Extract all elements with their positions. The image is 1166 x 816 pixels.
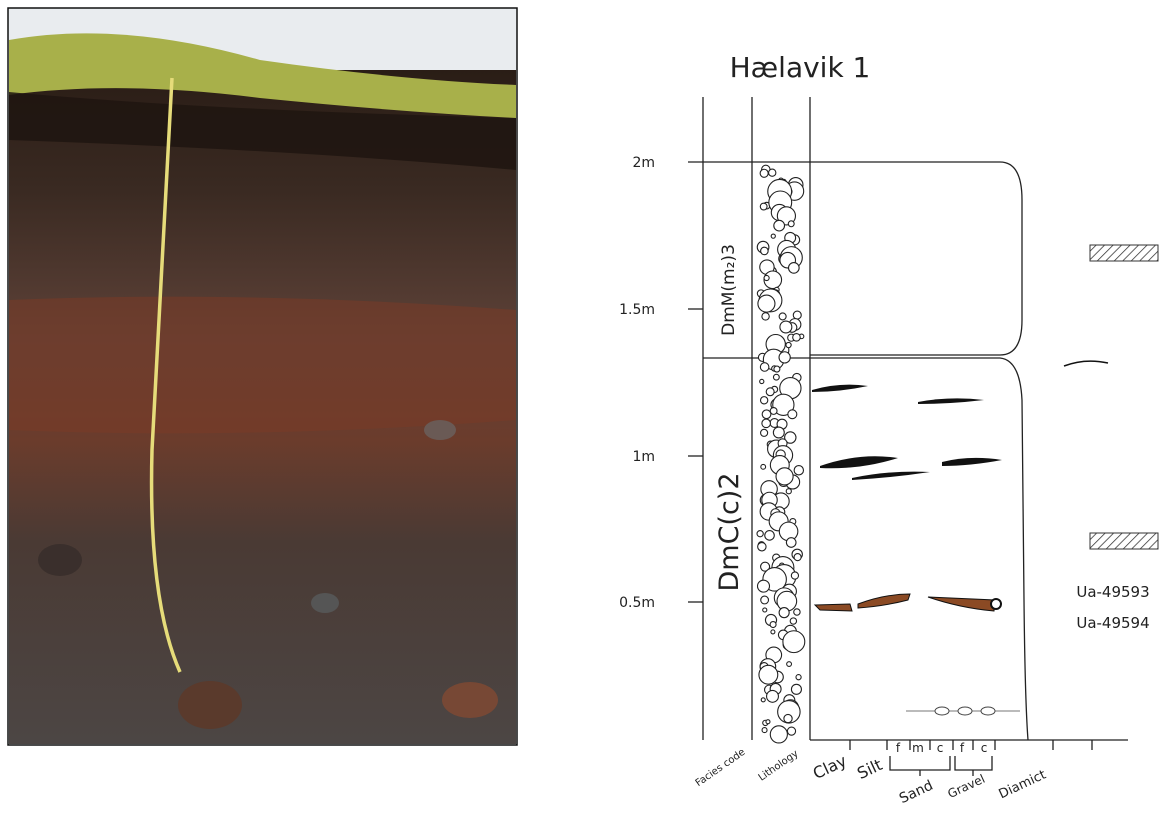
clast xyxy=(760,379,764,383)
clast xyxy=(759,665,778,684)
column-header: Lithology xyxy=(757,748,801,783)
size-class: f xyxy=(896,741,901,755)
clast xyxy=(779,352,790,363)
clast xyxy=(758,543,766,551)
clast xyxy=(769,169,776,176)
clast xyxy=(787,727,795,735)
sample-box xyxy=(1090,533,1158,549)
clast xyxy=(761,596,769,604)
facies-code: DmM(m₂)3 xyxy=(719,244,739,336)
clast xyxy=(761,397,768,404)
clast xyxy=(774,366,780,372)
clast xyxy=(790,618,796,624)
clast xyxy=(796,675,801,680)
clast xyxy=(779,608,789,618)
clast xyxy=(760,363,769,372)
size-class: f xyxy=(960,741,965,755)
lithology-clasts xyxy=(757,165,805,743)
clast xyxy=(773,427,784,438)
clast xyxy=(760,203,767,210)
photo xyxy=(8,8,517,745)
size-class: m xyxy=(912,741,924,755)
clast xyxy=(760,169,768,177)
sample-box xyxy=(1090,245,1158,261)
clast xyxy=(780,321,792,333)
clast xyxy=(770,726,787,743)
clast xyxy=(791,684,801,694)
depth-label: 1m xyxy=(632,449,655,465)
depth-label: 0.5m xyxy=(619,595,655,611)
column-header: Facies code xyxy=(694,747,748,789)
clast xyxy=(793,311,801,319)
clast xyxy=(788,263,799,274)
clast xyxy=(786,489,791,494)
clast xyxy=(791,572,798,579)
clast xyxy=(757,531,763,537)
sample-label: Ua-49593 xyxy=(1076,583,1149,601)
depth-label: 1.5m xyxy=(619,302,655,318)
grain-size: Diamict xyxy=(997,767,1049,802)
clast xyxy=(794,554,801,561)
clast xyxy=(787,662,792,667)
grain-size: Sand xyxy=(897,778,936,807)
clast xyxy=(763,608,767,612)
facies-code: DmC(c)2 xyxy=(714,472,745,591)
clast xyxy=(771,630,775,634)
clast xyxy=(766,388,774,396)
grain-size: Clay xyxy=(810,751,850,783)
log-frame xyxy=(688,97,1128,740)
clast xyxy=(765,531,775,541)
clast xyxy=(761,464,766,469)
size-class: c xyxy=(937,741,944,755)
clast xyxy=(767,690,779,702)
grain-size: Gravel xyxy=(945,772,987,801)
clast xyxy=(758,580,770,592)
clast xyxy=(762,410,771,419)
clast xyxy=(788,221,794,227)
clast xyxy=(784,714,792,722)
log-title: Hælavik 1 xyxy=(730,51,871,84)
clast xyxy=(761,429,768,436)
clast xyxy=(779,313,786,320)
clast xyxy=(766,720,770,724)
clast xyxy=(770,622,776,628)
depth-label: 2m xyxy=(632,155,655,171)
bottom-axis xyxy=(850,740,1092,776)
clast xyxy=(786,538,796,548)
clast xyxy=(774,220,785,231)
clast xyxy=(764,275,769,280)
grain-size: Silt xyxy=(854,755,885,783)
clast xyxy=(793,334,801,342)
clast xyxy=(758,295,775,312)
lenses xyxy=(812,361,1108,715)
clast xyxy=(762,419,771,428)
figure: Hælavik 1 2m 1.5m 1m 0.5m DmM(m₂)3 DmC(c)2 Fac… xyxy=(0,0,1166,816)
clast xyxy=(794,466,803,475)
clast xyxy=(761,698,765,702)
clast xyxy=(788,410,797,419)
sample-label: Ua-49594 xyxy=(1076,614,1149,632)
clast xyxy=(776,468,793,485)
clast xyxy=(786,342,791,347)
clast xyxy=(762,313,769,320)
clast xyxy=(794,609,800,615)
clast xyxy=(773,374,779,380)
clast xyxy=(771,234,775,238)
clast xyxy=(762,728,767,733)
clast xyxy=(783,631,805,653)
clast xyxy=(761,247,769,255)
size-class: c xyxy=(981,741,988,755)
